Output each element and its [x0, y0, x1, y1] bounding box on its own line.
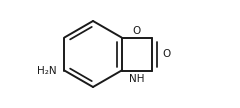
Text: O: O — [132, 25, 141, 36]
Text: O: O — [162, 49, 170, 59]
Text: NH: NH — [129, 74, 144, 83]
Text: H₂N: H₂N — [37, 65, 56, 75]
